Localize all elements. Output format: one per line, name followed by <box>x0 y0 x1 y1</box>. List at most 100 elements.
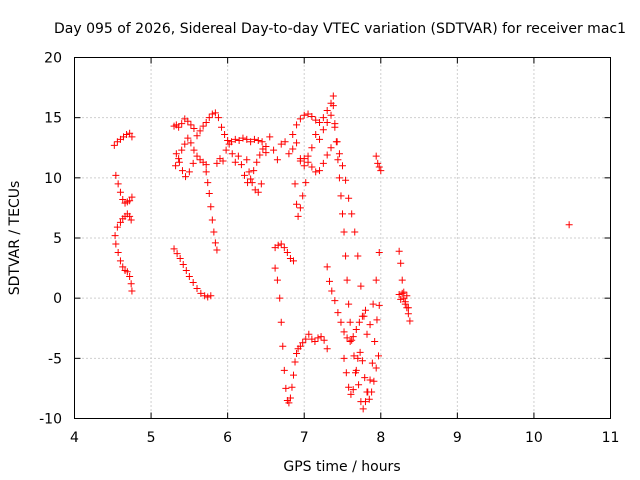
data-point <box>289 257 297 265</box>
data-point <box>312 116 320 124</box>
data-point <box>123 131 131 139</box>
series-c2 <box>289 99 335 139</box>
data-point <box>395 247 403 255</box>
data-point <box>274 241 282 249</box>
data-point <box>333 138 341 146</box>
data-point <box>218 123 226 131</box>
series-b4 <box>202 168 221 254</box>
data-point <box>181 140 189 148</box>
x-tick-label: 11 <box>602 430 620 446</box>
data-point <box>373 316 381 324</box>
x-tick-label: 9 <box>453 430 462 446</box>
data-point <box>340 328 348 336</box>
data-point <box>197 289 205 297</box>
data-point <box>397 259 405 267</box>
data-point <box>299 192 307 200</box>
data-point <box>262 143 270 151</box>
series-e1 <box>395 247 412 318</box>
series-b2 <box>172 134 210 170</box>
series-a2 <box>112 171 136 207</box>
data-point <box>358 312 366 320</box>
data-point <box>374 159 382 167</box>
data-point <box>179 260 187 268</box>
data-point <box>182 173 190 181</box>
data-point <box>400 288 408 296</box>
data-point <box>173 250 181 258</box>
data-point <box>328 287 336 295</box>
data-point <box>293 121 301 129</box>
data-point <box>347 390 355 398</box>
data-point <box>185 168 193 176</box>
data-point <box>187 139 195 147</box>
data-point <box>240 171 248 179</box>
data-point <box>258 138 266 146</box>
data-point <box>350 352 358 360</box>
data-point <box>337 192 345 200</box>
data-point <box>119 195 127 203</box>
data-point <box>349 386 357 394</box>
data-point <box>250 135 258 143</box>
data-point <box>355 318 363 326</box>
series-b7 <box>243 156 265 196</box>
data-point <box>325 277 333 285</box>
data-point <box>329 102 337 110</box>
data-point <box>299 339 307 347</box>
data-point <box>370 377 378 385</box>
data-point <box>308 163 316 171</box>
data-point <box>374 352 382 360</box>
data-point <box>289 131 297 139</box>
data-point <box>357 282 365 290</box>
data-point <box>127 216 135 224</box>
data-point <box>395 291 403 299</box>
data-point <box>271 264 279 272</box>
data-point <box>319 159 327 167</box>
data-point <box>126 273 134 281</box>
data-point <box>282 384 290 392</box>
data-point <box>352 366 360 374</box>
data-point <box>175 123 183 131</box>
data-point <box>296 342 304 350</box>
data-point <box>401 300 409 308</box>
data-point <box>116 257 124 265</box>
series-a1 <box>110 129 136 149</box>
data-point <box>231 135 239 143</box>
data-point <box>204 179 212 187</box>
data-point <box>208 216 216 224</box>
series-b3 <box>172 150 197 181</box>
data-point <box>304 152 312 160</box>
series-e2 <box>395 289 414 325</box>
data-point <box>253 158 261 166</box>
data-point <box>123 268 131 276</box>
data-point <box>256 151 264 159</box>
y-tick-label: 0 <box>53 291 62 307</box>
data-point <box>406 317 414 325</box>
data-point <box>126 129 134 137</box>
data-point <box>331 297 339 305</box>
data-point <box>286 394 294 402</box>
data-point <box>276 294 284 302</box>
data-point <box>222 146 230 154</box>
data-point <box>345 300 353 308</box>
data-point <box>254 188 262 196</box>
data-point <box>213 246 221 254</box>
data-point <box>327 111 335 119</box>
data-points <box>110 92 573 413</box>
data-point <box>342 252 350 260</box>
data-point <box>112 171 120 179</box>
data-point <box>304 158 312 166</box>
data-point <box>316 167 324 175</box>
data-point <box>346 318 354 326</box>
data-point <box>342 369 350 377</box>
y-tick-label: 5 <box>53 231 62 247</box>
series-d2 <box>331 123 383 338</box>
data-point <box>111 232 119 240</box>
x-tick-label: 7 <box>300 430 309 446</box>
data-point <box>178 146 186 154</box>
series-a3 <box>111 210 135 240</box>
data-point <box>361 398 369 406</box>
data-point <box>190 146 198 154</box>
data-point <box>372 364 380 372</box>
x-tick-labels: 4 5 6 7 8 9 10 11 <box>70 430 619 446</box>
data-point <box>119 263 127 271</box>
data-point <box>175 155 183 163</box>
